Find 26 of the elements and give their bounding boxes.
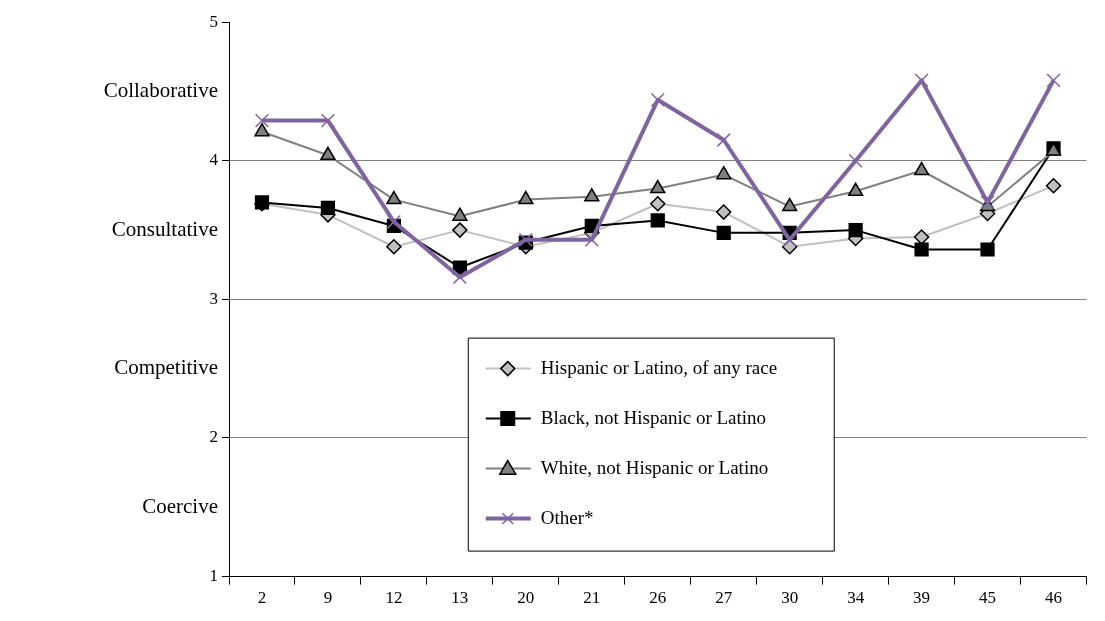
x-tick-label: 21 [583, 588, 601, 608]
x-tick-label: 39 [913, 588, 931, 608]
y-tick-label: 4 [209, 150, 219, 170]
y-tick-label: 3 [209, 288, 218, 308]
x-tick-label: 34 [847, 588, 865, 608]
x-tick-label: 13 [451, 588, 469, 608]
x-tick-label: 9 [323, 588, 333, 608]
legend-label: Black, not Hispanic or Latino [540, 406, 767, 428]
x-tick-label: 45 [979, 588, 997, 608]
x-tick-label: 26 [649, 588, 667, 608]
x-tick-label: 20 [517, 588, 535, 608]
y-tick-label: 5 [209, 11, 218, 31]
legend-label: Hispanic or Latino, of any race [540, 356, 778, 378]
x-tick-label: 30 [781, 588, 799, 608]
y-tick-label: 1 [209, 566, 218, 586]
y-tick-label: Coercive [142, 493, 218, 518]
y-tick-label: Collaborative [103, 78, 218, 103]
y-tick-label: Competitive [114, 355, 218, 380]
y-tick-label: 2 [209, 427, 218, 447]
x-tick-label: 2 [257, 588, 267, 608]
legend-label: White, not Hispanic or Latino [540, 456, 769, 478]
x-tick-label: 27 [715, 588, 733, 608]
y-tick-label: Consultative [111, 216, 218, 241]
x-tick-label: 12 [385, 588, 403, 608]
x-tick-label: 46 [1045, 588, 1063, 608]
legend-label: Other* [540, 506, 594, 528]
